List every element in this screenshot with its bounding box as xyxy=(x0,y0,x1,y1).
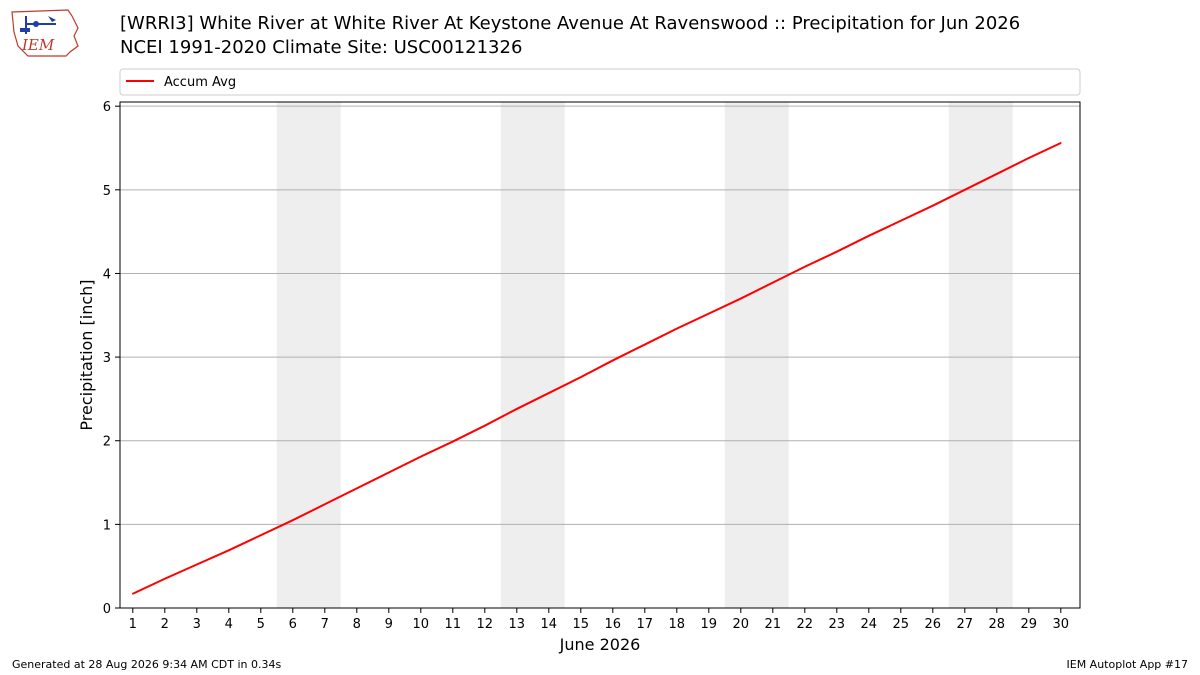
data-point xyxy=(228,549,230,552)
x-tick-label: 28 xyxy=(989,617,1006,632)
x-tick-label: 18 xyxy=(669,617,686,632)
data-point xyxy=(612,359,614,362)
x-tick-label: 24 xyxy=(861,617,878,632)
data-point xyxy=(708,312,710,315)
x-tick-label: 29 xyxy=(1021,617,1038,632)
x-tick-label: 27 xyxy=(957,617,974,632)
legend-box xyxy=(119,68,1081,96)
data-point xyxy=(676,327,678,330)
weekend-band xyxy=(724,102,789,608)
x-tick-label: 23 xyxy=(829,617,846,632)
data-point xyxy=(1028,157,1030,159)
plot-frame xyxy=(119,101,1081,609)
data-point xyxy=(580,376,582,378)
y-axis-ticks: 0 1 2 3 4 5 6 xyxy=(103,100,120,617)
series-line xyxy=(132,142,1062,595)
x-axis-label: June 2026 xyxy=(559,635,641,654)
chart-title: [WRRI3] White River at White River At Ke… xyxy=(120,12,1020,60)
series-lines xyxy=(132,142,1062,595)
x-tick-label: 20 xyxy=(733,617,750,632)
data-point xyxy=(324,503,326,506)
x-tick-label: 6 xyxy=(289,617,297,632)
y-tick-label: 5 xyxy=(103,184,111,199)
y-tick-label: 2 xyxy=(103,435,111,450)
x-tick-label: 2 xyxy=(161,617,169,632)
x-tick-label: 8 xyxy=(353,617,361,632)
legend: Accum Avg xyxy=(119,68,1081,96)
data-point xyxy=(452,440,454,443)
chart-title-line2: NCEI 1991-2020 Climate Site: USC00121326 xyxy=(120,37,523,58)
x-tick-label: 17 xyxy=(637,617,654,632)
x-tick-label: 4 xyxy=(225,617,233,632)
data-point xyxy=(932,204,934,207)
y-tick-label: 0 xyxy=(103,602,111,617)
data-point xyxy=(516,408,518,410)
data-point xyxy=(996,173,998,175)
data-point xyxy=(420,455,422,458)
app-id: IEM Autoplot App #17 xyxy=(1066,658,1189,671)
x-tick-label: 22 xyxy=(797,617,814,632)
data-point xyxy=(900,219,902,222)
data-point xyxy=(772,281,774,284)
x-tick-label: 14 xyxy=(541,617,558,632)
x-tick-label: 16 xyxy=(605,617,622,632)
data-point xyxy=(484,424,486,427)
data-point xyxy=(196,563,198,566)
y-tick-label: 3 xyxy=(103,351,111,366)
y-tick-label: 4 xyxy=(103,267,111,282)
weekend-band xyxy=(276,102,341,608)
y-tick-label: 6 xyxy=(103,100,111,115)
data-point xyxy=(964,189,966,191)
x-tick-label: 15 xyxy=(573,617,590,632)
data-point xyxy=(132,592,134,595)
y-axis-label: Precipitation [inch] xyxy=(77,279,96,430)
legend-label: Accum Avg xyxy=(164,75,236,90)
y-tick-label: 1 xyxy=(103,518,111,533)
weekend-band xyxy=(500,102,565,608)
x-tick-label: 10 xyxy=(413,617,430,632)
x-tick-label: 7 xyxy=(321,617,329,632)
data-point xyxy=(644,343,646,346)
data-point xyxy=(1060,142,1062,144)
iem-logo-text: IEM xyxy=(21,36,55,54)
x-tick-label: 3 xyxy=(193,617,201,632)
x-tick-label: 26 xyxy=(925,617,942,632)
x-tick-label: 1 xyxy=(129,617,137,632)
x-tick-label: 30 xyxy=(1053,617,1070,632)
x-tick-label: 9 xyxy=(385,617,393,632)
data-point xyxy=(836,250,838,253)
data-point xyxy=(740,297,742,300)
x-tick-label: 21 xyxy=(765,617,782,632)
iem-logo-icon: IEM xyxy=(11,9,79,57)
data-point xyxy=(356,487,358,490)
data-point xyxy=(164,577,166,580)
x-tick-label: 5 xyxy=(257,617,265,632)
weekend-band xyxy=(948,102,1013,608)
weekend-bands xyxy=(276,102,1013,608)
x-tick-label: 12 xyxy=(477,617,494,632)
data-point xyxy=(292,519,294,521)
data-point xyxy=(868,235,870,237)
x-axis-ticks: 1 2 3 4 5 6 7 8 9 10 11 12 13 14 15 16 17 18 19 20 21 22 23 24 2… xyxy=(129,608,1069,632)
grid-lines xyxy=(120,105,1080,525)
data-point xyxy=(548,392,550,394)
data-point xyxy=(388,471,390,474)
data-point xyxy=(804,265,806,268)
x-tick-label: 19 xyxy=(701,617,718,632)
x-tick-label: 25 xyxy=(893,617,910,632)
generated-timestamp: Generated at 28 Aug 2026 9:34 AM CDT in … xyxy=(12,658,282,671)
chart-title-line1: [WRRI3] White River at White River At Ke… xyxy=(120,13,1021,34)
x-tick-label: 11 xyxy=(445,617,462,632)
x-tick-label: 13 xyxy=(509,617,526,632)
data-point xyxy=(260,534,262,537)
